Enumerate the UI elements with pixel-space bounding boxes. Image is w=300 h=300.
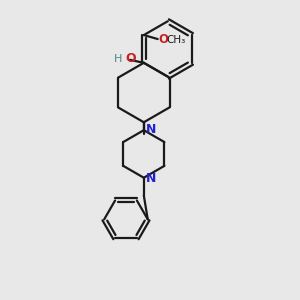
Text: O: O (125, 52, 136, 65)
Text: N: N (146, 123, 156, 136)
Text: O: O (159, 32, 169, 46)
Text: CH₃: CH₃ (167, 35, 186, 45)
Text: H: H (114, 54, 122, 64)
Text: N: N (146, 172, 156, 185)
